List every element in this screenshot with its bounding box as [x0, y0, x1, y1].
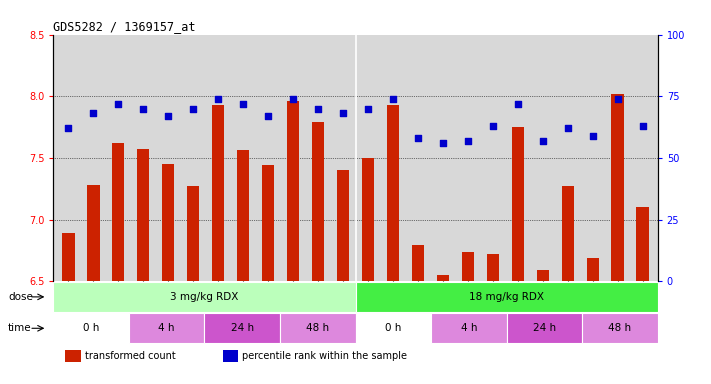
Bar [337, 170, 349, 281]
Bar [237, 151, 250, 281]
Point [487, 123, 498, 129]
Bar [312, 122, 324, 281]
Point [363, 106, 374, 112]
Point [63, 125, 74, 131]
Text: 48 h: 48 h [306, 323, 329, 333]
Bar [537, 270, 549, 281]
Point [537, 137, 548, 144]
Point [87, 111, 99, 117]
Point [587, 132, 599, 139]
Bar [137, 149, 149, 281]
Bar [62, 233, 75, 281]
Bar [356, 313, 431, 343]
Bar [437, 275, 449, 281]
Text: 18 mg/kg RDX: 18 mg/kg RDX [469, 292, 544, 302]
Point [163, 113, 174, 119]
Bar [506, 313, 582, 343]
Text: 48 h: 48 h [609, 323, 631, 333]
Bar [87, 185, 100, 281]
Point [188, 106, 199, 112]
Point [637, 123, 648, 129]
Text: 0 h: 0 h [385, 323, 402, 333]
Bar [162, 164, 174, 281]
Point [287, 96, 299, 102]
Point [562, 125, 574, 131]
Bar [53, 282, 356, 312]
Point [213, 96, 224, 102]
Bar [512, 127, 524, 281]
Bar [486, 254, 499, 281]
Text: time: time [8, 323, 31, 333]
Text: percentile rank within the sample: percentile rank within the sample [242, 351, 407, 361]
Point [462, 137, 474, 144]
Point [387, 96, 399, 102]
Bar [356, 282, 658, 312]
Bar [461, 252, 474, 281]
Bar [362, 158, 374, 281]
Point [612, 96, 624, 102]
Point [312, 106, 324, 112]
Text: 24 h: 24 h [230, 323, 254, 333]
Point [437, 140, 449, 146]
Text: 4 h: 4 h [159, 323, 175, 333]
Bar [65, 350, 80, 362]
Text: 24 h: 24 h [533, 323, 556, 333]
Point [262, 113, 274, 119]
Bar [582, 313, 658, 343]
Point [112, 101, 124, 107]
Bar [112, 143, 124, 281]
Bar [187, 186, 199, 281]
Text: transformed count: transformed count [85, 351, 176, 361]
Point [137, 106, 149, 112]
Bar [587, 258, 599, 281]
Bar [562, 186, 574, 281]
Text: dose: dose [8, 292, 33, 302]
Bar [129, 313, 205, 343]
Bar [387, 105, 399, 281]
Text: 3 mg/kg RDX: 3 mg/kg RDX [170, 292, 239, 302]
Bar [611, 94, 624, 281]
Bar [212, 105, 225, 281]
Point [512, 101, 523, 107]
Point [337, 111, 348, 117]
Point [237, 101, 249, 107]
Text: 4 h: 4 h [461, 323, 477, 333]
Bar [287, 101, 299, 281]
Bar [223, 350, 237, 362]
Bar [280, 313, 356, 343]
Bar [431, 313, 506, 343]
Bar [262, 165, 274, 281]
Bar [636, 207, 649, 281]
Text: GDS5282 / 1369157_at: GDS5282 / 1369157_at [53, 20, 196, 33]
Point [412, 135, 424, 141]
Text: 0 h: 0 h [83, 323, 100, 333]
Bar [412, 245, 424, 281]
Bar [53, 313, 129, 343]
Bar [205, 313, 280, 343]
